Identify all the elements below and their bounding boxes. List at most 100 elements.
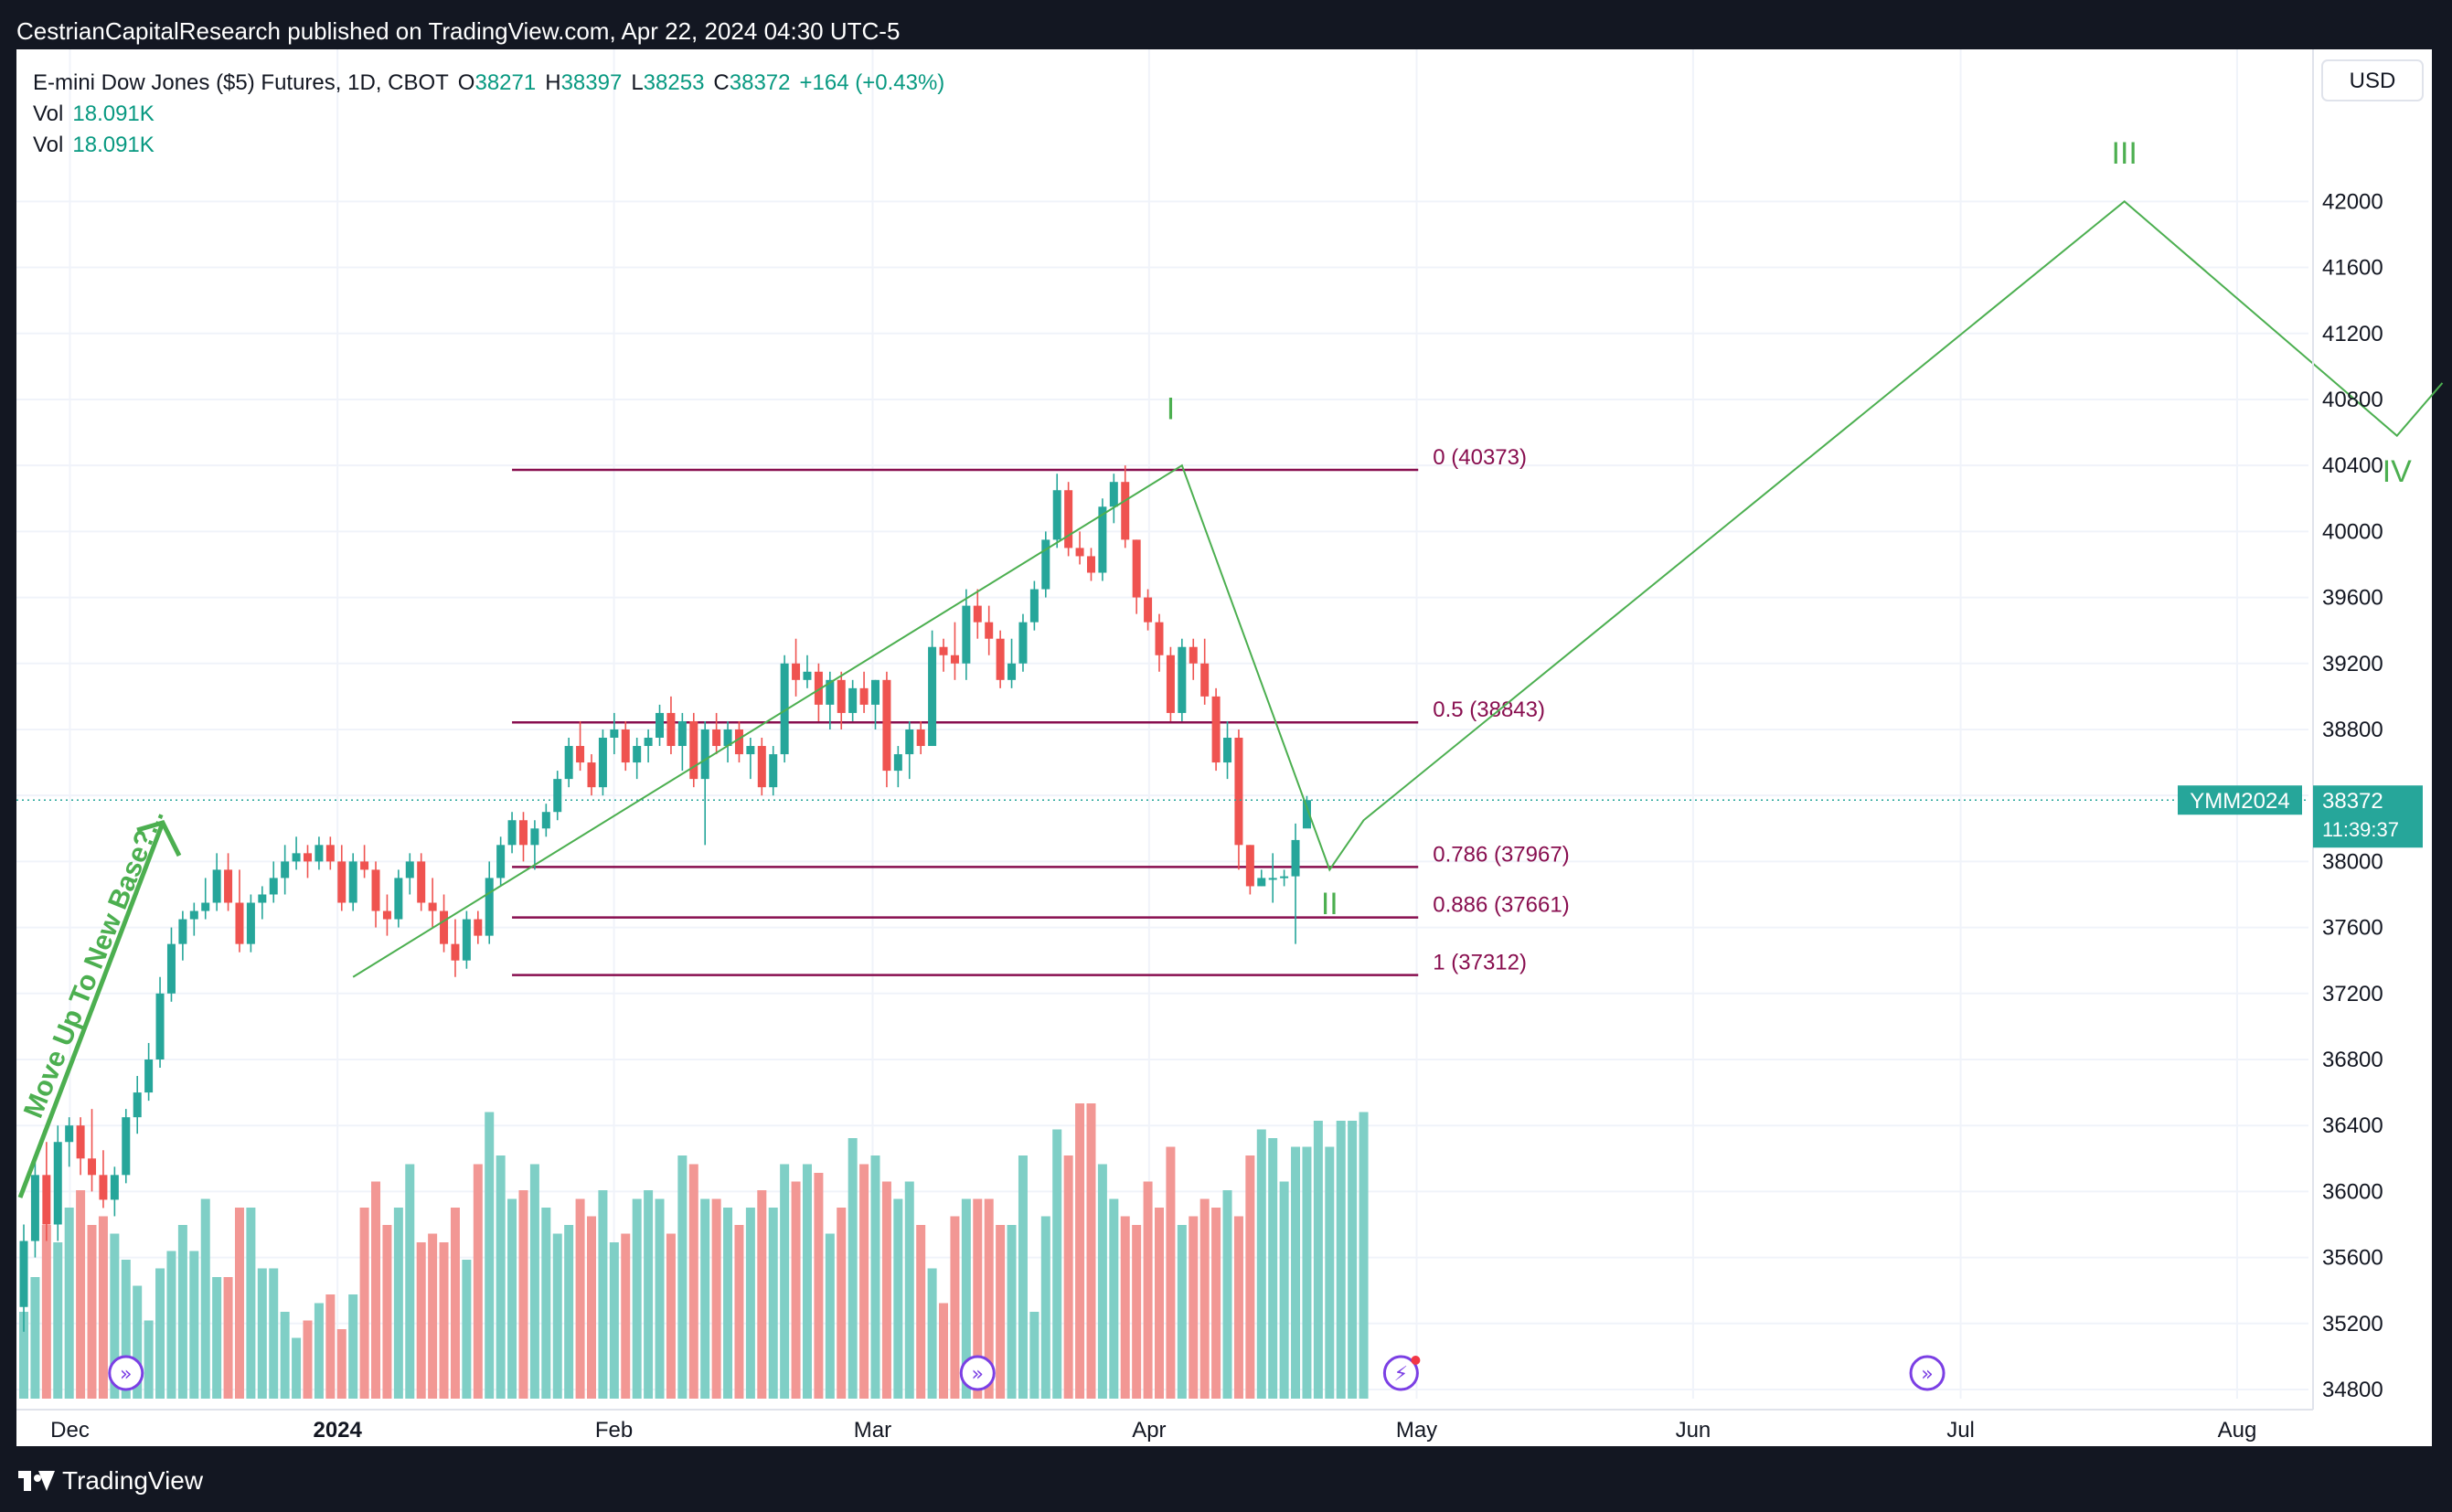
footer-brand[interactable]: TradingView <box>18 1463 203 1499</box>
legend-ohlc-row: E-mini Dow Jones ($5) Futures, 1D, CBOT … <box>33 68 944 99</box>
volume-bar <box>1256 1129 1266 1399</box>
volume-bar <box>688 1164 698 1399</box>
volume-bar <box>711 1198 721 1399</box>
volume-bar <box>644 1190 654 1399</box>
volume-bar <box>303 1320 313 1399</box>
volume-bar <box>825 1233 835 1399</box>
candle-body <box>916 729 925 747</box>
volume-bar <box>246 1208 256 1399</box>
candle-body <box>1041 539 1050 590</box>
vol-value: 18.091K <box>72 133 155 157</box>
low-value: 38253 <box>643 70 705 95</box>
candle-body <box>462 919 471 961</box>
candle-body <box>712 729 721 747</box>
volume-bar <box>893 1198 903 1399</box>
volume-bar <box>1291 1146 1301 1399</box>
candle-body <box>1029 589 1039 623</box>
volume-bar <box>1348 1121 1358 1399</box>
candlestick-series <box>19 465 1311 1332</box>
candle-body <box>700 729 709 780</box>
candle-body <box>939 646 948 655</box>
volume-bar <box>371 1181 381 1399</box>
candle-body <box>950 655 959 664</box>
volume-bar <box>121 1260 131 1399</box>
candle-body <box>1200 663 1210 697</box>
volume-bar <box>53 1242 63 1399</box>
volume-bar <box>348 1294 358 1399</box>
price-tag-countdown: 11:39:37 <box>2322 818 2399 841</box>
volume-bar <box>257 1268 267 1399</box>
candle-body <box>76 1125 85 1159</box>
volume-bar <box>1109 1198 1119 1399</box>
tradingview-logo-icon <box>18 1471 55 1491</box>
candle-body <box>1075 548 1084 557</box>
volume-bar <box>98 1216 108 1399</box>
volume-bar <box>1189 1216 1199 1399</box>
volume-bar <box>359 1208 369 1399</box>
volume-bar <box>1222 1190 1232 1399</box>
candle-body <box>973 605 982 623</box>
volume-bar <box>881 1181 891 1399</box>
candle-body <box>1166 655 1175 713</box>
annotation-arrowhead <box>136 820 182 857</box>
candle-body <box>258 894 267 903</box>
volume-bar <box>280 1312 290 1399</box>
volume-bar <box>1063 1155 1073 1399</box>
vol-label[interactable]: Vol <box>33 101 64 126</box>
candle-body <box>1007 663 1017 680</box>
candle-body <box>133 1092 142 1118</box>
volume-bar <box>768 1208 778 1399</box>
volume-bar <box>177 1225 187 1399</box>
candle-body <box>541 812 550 829</box>
candle-body <box>734 729 743 755</box>
candle-body <box>518 820 528 846</box>
candle-body <box>656 712 665 738</box>
vol-value: 18.091K <box>72 101 155 126</box>
candle-body <box>155 993 165 1059</box>
candle-body <box>440 910 449 944</box>
volume-bar <box>234 1208 244 1399</box>
candle-body <box>587 762 596 788</box>
volume-bar <box>485 1112 495 1399</box>
candle-body <box>644 738 653 747</box>
price-axis[interactable]: USD 34800 35200 35600 36000 36400 36800 37200 37… <box>2312 49 2424 1410</box>
high-value: 38397 <box>560 70 623 95</box>
candle-body <box>826 679 835 705</box>
volume-bar <box>200 1198 210 1399</box>
volume-bar <box>325 1294 336 1399</box>
price-tick-label: 41200 <box>2322 322 2383 346</box>
live-session-icon <box>1382 1355 1419 1391</box>
time-axis[interactable]: Dec 2024 Feb Mar Apr May Jun Jul Aug <box>16 1409 2313 1443</box>
candle-body <box>485 878 494 936</box>
volume-bar <box>529 1164 539 1399</box>
symbol-title[interactable]: E-mini Dow Jones ($5) Futures, 1D, CBOT <box>33 70 449 95</box>
event-markers[interactable]: » » » ⚡ <box>108 1355 1946 1391</box>
candle-body <box>792 663 801 680</box>
volume-bar <box>1313 1121 1323 1399</box>
candle-body <box>1109 482 1118 507</box>
candle-body <box>769 754 778 788</box>
candle-body <box>893 754 902 772</box>
volume-bar <box>802 1164 812 1399</box>
volume-bar <box>450 1208 460 1399</box>
volume-bar <box>1211 1208 1221 1399</box>
volume-bar <box>64 1208 74 1399</box>
volume-bar <box>541 1208 551 1399</box>
fib-level-label: 1 (37312) <box>1433 951 1527 975</box>
chart-legend: E-mini Dow Jones ($5) Futures, 1D, CBOT … <box>33 68 944 161</box>
volume-bar <box>314 1303 324 1399</box>
fib-level-label: 0.786 (37967) <box>1433 842 1569 867</box>
candle-body <box>325 845 335 862</box>
fib-level-label: 0.886 (37661) <box>1433 893 1569 918</box>
volume-bar <box>41 1225 51 1399</box>
volume-bar <box>1177 1225 1187 1399</box>
volume-bar <box>1233 1216 1243 1399</box>
vol-label[interactable]: Vol <box>33 133 64 157</box>
volume-bar <box>973 1198 983 1399</box>
candle-body <box>882 679 891 772</box>
candle-body <box>814 671 823 705</box>
candle-body <box>382 910 391 920</box>
candle-body <box>859 687 869 705</box>
